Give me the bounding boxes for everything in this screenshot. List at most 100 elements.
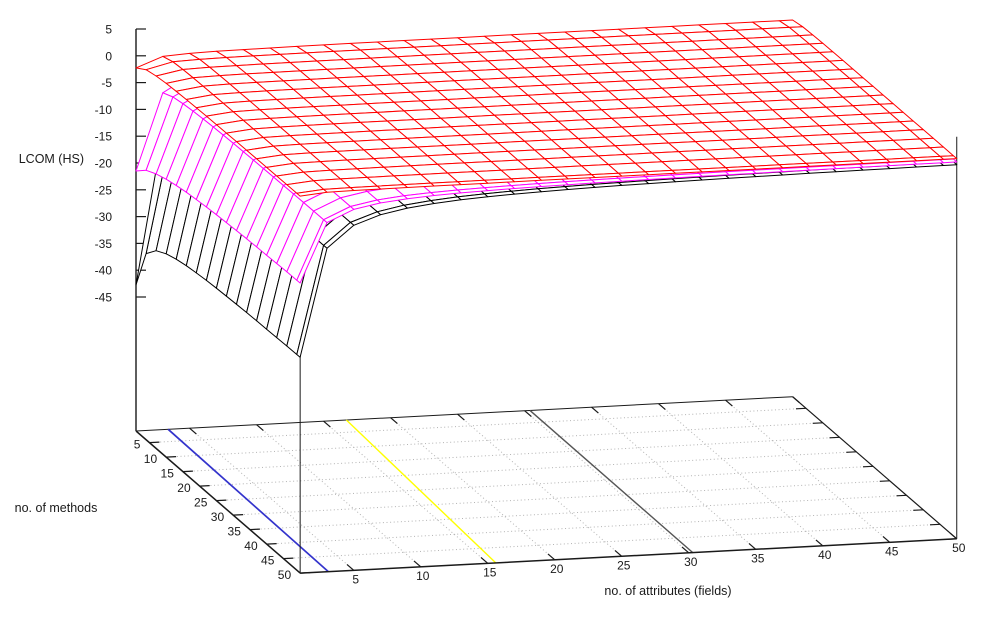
methods-tick — [249, 528, 260, 531]
base-back-edge — [135, 396, 793, 432]
grid-line-attr — [658, 403, 824, 547]
attributes-tick-label: 35 — [751, 551, 765, 565]
methods-tick-label: 20 — [177, 481, 191, 495]
methods-mirror-tick — [862, 465, 874, 468]
z-tick-label: -35 — [95, 237, 113, 251]
methods-mirror-tick — [913, 509, 924, 511]
attributes-mirror-tick — [725, 399, 733, 407]
methods-axis — [135, 430, 301, 574]
z-tick-label: 5 — [105, 23, 112, 37]
methods-tick — [149, 441, 160, 444]
y-axis-label: no. of methods — [14, 501, 98, 515]
grid-line-attr — [189, 427, 355, 571]
mesh-quad — [296, 219, 328, 284]
methods-mirror-tick — [812, 422, 823, 424]
methods-tick-label: 50 — [278, 568, 292, 582]
methods-tick — [283, 557, 294, 560]
attributes-tick-label: 10 — [416, 569, 430, 583]
grid-line-methods — [266, 509, 924, 545]
grid-line-methods — [182, 436, 840, 473]
methods-tick — [266, 543, 277, 545]
methods-tick — [182, 470, 193, 473]
attributes-tick-label: 45 — [885, 544, 899, 558]
grid-line-methods — [166, 422, 823, 458]
grid-line-attr — [323, 420, 489, 564]
attributes-tick — [480, 556, 489, 564]
methods-tick — [300, 572, 311, 574]
z-tick-label: -40 — [95, 264, 113, 278]
attributes-tick-label: 25 — [617, 558, 631, 572]
methods-mirror-tick — [896, 494, 907, 497]
attributes-mirror-tick — [390, 417, 398, 425]
attributes-tick — [882, 535, 891, 543]
methods-tick-label: 30 — [211, 510, 225, 524]
methods-mirror-tick — [946, 538, 957, 540]
base-contours — [167, 409, 694, 573]
z-tick-label: -20 — [95, 157, 113, 171]
z-tick-label: -45 — [95, 291, 113, 305]
attributes-tick-label: 5 — [352, 572, 359, 586]
attributes-mirror-tick — [524, 410, 532, 418]
attributes-mirror-tick — [658, 403, 666, 411]
attributes-tick-label: 30 — [684, 555, 698, 569]
attributes-tick-label: 50 — [952, 541, 966, 555]
grid-line-methods — [283, 523, 941, 560]
attributes-mirror-tick — [256, 424, 264, 432]
attributes-tick — [748, 542, 757, 550]
base-border — [135, 396, 958, 540]
x-axis-label: no. of attributes (fields) — [604, 584, 732, 598]
surface-upper-surface — [135, 19, 958, 197]
attributes-tick — [346, 563, 355, 571]
methods-tick-label: 5 — [134, 438, 141, 452]
grid-line-attr — [725, 399, 891, 543]
methods-tick — [216, 499, 227, 502]
grid-line-attr — [256, 424, 422, 568]
grid-line-attr — [591, 406, 757, 550]
attributes-tick — [949, 532, 958, 540]
methods-tick — [166, 456, 177, 458]
attributes-mirror-tick — [591, 406, 599, 414]
grid-line-methods — [216, 465, 874, 502]
z-tick-label: -25 — [95, 183, 113, 197]
attributes-tick — [547, 553, 556, 561]
attributes-tick — [413, 560, 422, 568]
contour-gray — [529, 409, 694, 554]
z-tick-label: -15 — [95, 130, 113, 144]
methods-tick-label: 10 — [144, 452, 158, 466]
z-axis-label: LCOM (HS) — [18, 152, 84, 166]
methods-tick-label: 25 — [194, 496, 208, 510]
grid-line-attr — [457, 413, 623, 557]
mesh-quad — [296, 244, 328, 358]
grid-line-attr — [390, 417, 556, 561]
contour-yellow — [345, 419, 497, 564]
grid-line-methods — [199, 451, 857, 487]
attributes-axis — [300, 538, 957, 574]
methods-tick-label: 45 — [261, 554, 275, 568]
methods-tick-label: 15 — [161, 467, 175, 481]
mesh-quad — [296, 188, 328, 197]
methods-mirror-tick — [795, 407, 807, 410]
grid-line-methods — [149, 407, 807, 444]
base-right-edge — [792, 396, 958, 540]
methods-mirror-tick — [829, 436, 840, 439]
attributes-tick-label: 40 — [818, 548, 832, 562]
attributes-tick — [815, 539, 824, 547]
attributes-tick-label: 15 — [483, 565, 497, 579]
methods-tick-label: 40 — [244, 539, 258, 553]
grid-line-methods — [233, 480, 890, 516]
methods-tick — [199, 485, 210, 487]
z-axis: 5 0 -5 -10 -15 -20 -25 -30 -35 -40 -45 — [95, 23, 146, 431]
attributes-mirror-tick — [457, 413, 465, 421]
z-tick-label: 0 — [105, 49, 112, 63]
methods-mirror-tick — [929, 523, 941, 526]
methods-tick-label: 35 — [228, 525, 242, 539]
methods-mirror-tick — [879, 480, 890, 482]
attributes-tick-label: 20 — [550, 562, 564, 576]
z-tick-label: -5 — [101, 76, 112, 90]
methods-tick — [233, 514, 244, 516]
attributes-mirror-tick — [323, 420, 331, 428]
attributes-tick — [681, 546, 690, 554]
